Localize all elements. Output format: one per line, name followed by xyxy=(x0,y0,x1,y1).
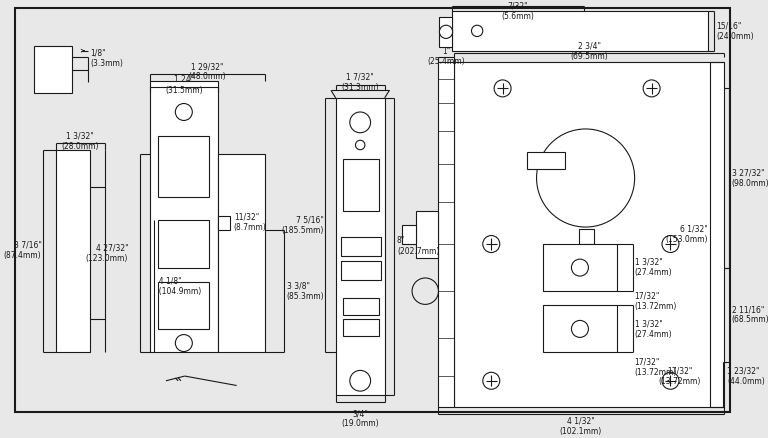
Text: 4 1/8"
  (104.9mm): 4 1/8" (104.9mm) xyxy=(154,277,201,296)
Text: 17/32"
(13.72mm): 17/32" (13.72mm) xyxy=(634,357,677,377)
Bar xyxy=(158,136,210,197)
Text: 17/32"
(13.72mm): 17/32" (13.72mm) xyxy=(659,366,701,386)
Text: 4 27/32"
(123.0mm): 4 27/32" (123.0mm) xyxy=(86,244,128,263)
Text: 7/32"
(5.6mm): 7/32" (5.6mm) xyxy=(502,2,534,21)
Circle shape xyxy=(439,25,452,39)
Bar xyxy=(34,46,71,93)
Text: 4 1/32"
(102.1mm): 4 1/32" (102.1mm) xyxy=(560,417,602,436)
Bar xyxy=(343,318,379,336)
Circle shape xyxy=(349,112,371,133)
Text: 11/32"
(8.7mm): 11/32" (8.7mm) xyxy=(233,212,266,232)
Text: 1 3/32"
(27.4mm): 1 3/32" (27.4mm) xyxy=(634,258,672,277)
Bar xyxy=(527,152,564,169)
Bar xyxy=(415,211,438,258)
Bar xyxy=(158,282,210,329)
Circle shape xyxy=(472,25,483,36)
Circle shape xyxy=(175,335,192,352)
Text: 3 3/8"
(85.3mm): 3 3/8" (85.3mm) xyxy=(286,282,324,301)
Text: 1/8"
(3.3mm): 1/8" (3.3mm) xyxy=(91,49,124,68)
Bar xyxy=(438,62,454,407)
Circle shape xyxy=(356,140,365,150)
Circle shape xyxy=(571,259,588,276)
Text: 1 7/32"
(31.3mm): 1 7/32" (31.3mm) xyxy=(342,72,379,92)
Bar xyxy=(55,150,91,353)
Text: 1 23/32"
(44.0mm): 1 23/32" (44.0mm) xyxy=(727,366,765,386)
Text: 6 1/32"
(153.0mm): 6 1/32" (153.0mm) xyxy=(666,225,708,244)
Bar xyxy=(150,81,218,353)
Bar xyxy=(452,11,708,51)
Text: 1"
(25.4mm): 1" (25.4mm) xyxy=(427,47,465,66)
Bar xyxy=(454,62,724,407)
Text: 1 24"
(31.5mm): 1 24" (31.5mm) xyxy=(165,75,203,95)
Circle shape xyxy=(537,129,634,227)
Text: 7 5/16"
(185.5mm): 7 5/16" (185.5mm) xyxy=(281,215,323,235)
Text: 1 3/32"
(27.4mm): 1 3/32" (27.4mm) xyxy=(634,319,672,339)
Bar xyxy=(158,220,210,268)
Bar xyxy=(218,216,230,230)
Bar xyxy=(218,155,265,353)
Bar xyxy=(341,261,381,280)
Text: 17/32"
(13.72mm): 17/32" (13.72mm) xyxy=(634,291,677,311)
Text: 3/4"
(19.0mm): 3/4" (19.0mm) xyxy=(342,409,379,428)
Text: 8"
(202.7mm): 8" (202.7mm) xyxy=(397,236,439,256)
Text: 2 3/4"
(69.5mm): 2 3/4" (69.5mm) xyxy=(571,41,608,60)
Text: 15/16"
(24.0mm): 15/16" (24.0mm) xyxy=(717,21,754,41)
Bar xyxy=(543,305,617,353)
Circle shape xyxy=(571,321,588,337)
Text: 2 11/16"
(68.5mm): 2 11/16" (68.5mm) xyxy=(732,305,768,325)
Bar xyxy=(579,229,594,244)
Text: 1 3/32"
(28.0mm): 1 3/32" (28.0mm) xyxy=(61,132,99,151)
Bar xyxy=(343,298,379,315)
Text: 1 29/32"
(48.0mm): 1 29/32" (48.0mm) xyxy=(189,62,227,81)
Text: 3 27/32"
(98.0mm): 3 27/32" (98.0mm) xyxy=(732,168,768,188)
Bar xyxy=(543,244,617,291)
Circle shape xyxy=(349,371,371,391)
Bar xyxy=(402,225,415,244)
Bar xyxy=(341,237,381,256)
Bar xyxy=(439,17,452,47)
Text: 3 7/16"
(87.4mm): 3 7/16" (87.4mm) xyxy=(4,241,41,260)
Bar xyxy=(336,98,385,395)
Circle shape xyxy=(175,103,192,120)
Bar xyxy=(343,159,379,211)
